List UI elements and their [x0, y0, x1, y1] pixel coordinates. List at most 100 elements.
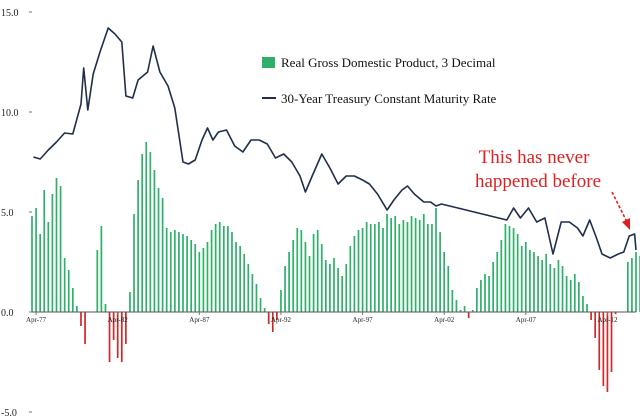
gdp-bar: [80, 312, 82, 326]
gdp-bar: [378, 222, 380, 312]
gdp-bar: [586, 304, 588, 312]
gdp-bars: [31, 142, 640, 392]
gdp-bar: [337, 268, 339, 312]
gdp-bar: [169, 232, 172, 312]
gdp-bar: [635, 252, 637, 312]
gdp-bar: [349, 246, 352, 312]
gdp-bar: [206, 242, 209, 312]
treasury-rate-line: [33, 27, 637, 259]
gdp-bar: [435, 208, 437, 312]
gdp-bar: [602, 312, 605, 386]
annotation-line-1: This has never: [479, 147, 590, 168]
gdp-bar: [255, 284, 258, 312]
gdp-bar: [598, 312, 601, 370]
gdp-bar: [590, 312, 592, 320]
gdp-bar: [51, 194, 54, 312]
gdp-bar: [345, 264, 348, 312]
gdp-bar: [549, 264, 552, 312]
gdp-bar: [104, 304, 107, 312]
x-tick-label: Apr-12: [597, 316, 618, 324]
y-tick-label: -5.0: [1, 408, 17, 419]
x-tick-label: Apr-92: [271, 316, 292, 324]
gdp-bar: [137, 180, 139, 312]
gdp-bar: [488, 276, 490, 312]
gdp-bar: [475, 288, 478, 312]
gdp-bar: [284, 266, 286, 312]
gdp-bar: [492, 262, 495, 312]
gdp-bar: [288, 252, 290, 312]
gdp-bar: [565, 276, 568, 312]
gdp-bar: [431, 224, 433, 312]
gdp-bar: [594, 312, 597, 338]
gdp-bar: [333, 258, 335, 312]
gdp-bar: [100, 226, 103, 312]
gdp-bar: [63, 258, 66, 312]
gdp-bar: [243, 254, 246, 312]
gdp-bar: [406, 222, 409, 312]
y-tick-label: 10.0: [1, 108, 19, 119]
annotation-arrow-head: [622, 218, 630, 230]
gdp-bar: [467, 312, 470, 318]
annotation-arrow-line: [611, 191, 628, 223]
gdp-bar: [296, 228, 299, 312]
gdp-bar: [165, 228, 168, 312]
gdp-bar: [129, 292, 131, 312]
gdp-bar: [329, 264, 331, 312]
gdp-bar: [157, 188, 160, 312]
gdp-bar: [557, 260, 560, 312]
gdp-bar: [178, 232, 180, 312]
x-tick-label: Apr-82: [108, 316, 129, 324]
legend-label-gdp: Real Gross Domestic Product, 3 Decimal: [281, 55, 496, 70]
gdp-bar: [96, 250, 99, 312]
gdp-bar: [112, 312, 115, 340]
gdp-bar: [422, 214, 425, 312]
gdp-bar: [308, 256, 311, 312]
gdp-bar: [43, 190, 46, 312]
gdp-bar: [582, 296, 584, 312]
gdp-bar: [312, 234, 315, 312]
y-axis-ticks: 15.0 10.0 5.0 0.0 -5.0: [1, 8, 32, 419]
gdp-bar: [533, 252, 535, 312]
gdp-bar: [451, 290, 454, 312]
gdp-bar: [108, 312, 111, 362]
gdp-bar: [300, 230, 303, 312]
gdp-bar: [537, 256, 539, 312]
gdp-bar: [459, 310, 462, 312]
gdp-bar: [324, 260, 327, 312]
gdp-bar: [198, 252, 201, 312]
gdp-bar: [35, 208, 37, 312]
gdp-bar: [47, 222, 50, 312]
gdp-bar: [561, 266, 564, 312]
gdp-bar: [414, 218, 417, 312]
gdp-bar: [496, 252, 499, 312]
y-tick-label: 0.0: [1, 308, 14, 319]
gdp-bar: [427, 224, 429, 312]
gdp-bar: [357, 230, 360, 312]
gdp-bar: [569, 280, 572, 312]
gdp-bar: [218, 222, 221, 312]
gdp-bar: [545, 254, 548, 312]
gdp-bar: [463, 306, 466, 312]
gdp-bar: [541, 260, 543, 312]
gdp-bar: [373, 224, 376, 312]
gdp-bar: [259, 298, 262, 312]
gdp-bar: [341, 276, 344, 312]
gdp-bar: [173, 230, 176, 312]
gdp-bar: [573, 274, 576, 312]
gdp-bar: [304, 242, 307, 312]
gdp-bar: [520, 246, 523, 312]
x-tick-label: Apr-07: [516, 316, 537, 324]
gdp-bar: [553, 268, 556, 312]
gdp-bar: [353, 236, 356, 312]
gdp-bar: [626, 262, 629, 312]
gdp-bar: [39, 234, 42, 312]
gdp-bar: [443, 252, 446, 312]
x-tick-label: Apr-77: [26, 316, 47, 324]
gdp-bar: [610, 312, 613, 372]
gdp-bar: [31, 216, 33, 312]
gdp-bar: [292, 240, 295, 312]
gdp-bar: [516, 234, 519, 312]
gdp-bar: [133, 214, 135, 312]
gdp-bar: [214, 224, 217, 312]
